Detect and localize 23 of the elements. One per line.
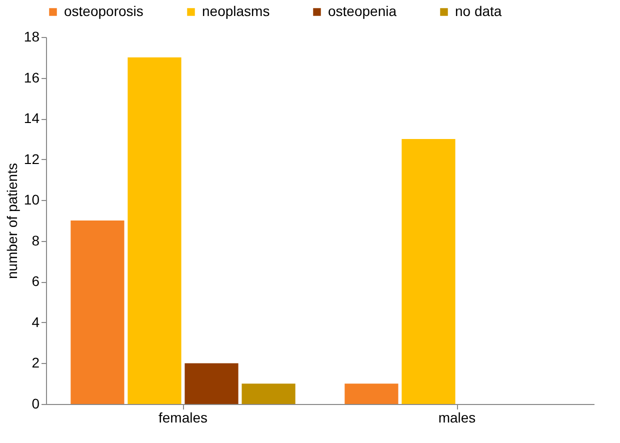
legend-label: osteopenia bbox=[328, 3, 397, 19]
y-tick-label: 2 bbox=[32, 354, 40, 371]
bar bbox=[184, 363, 238, 404]
y-tick-label: 8 bbox=[32, 232, 40, 248]
y-tick-label: 10 bbox=[24, 192, 40, 208]
legend-label: neoplasms bbox=[202, 3, 270, 19]
x-tick-label: males bbox=[438, 410, 476, 426]
bar bbox=[70, 220, 124, 404]
y-tick-label: 12 bbox=[24, 150, 40, 167]
y-tick-label: 0 bbox=[32, 396, 40, 412]
y-tick-label: 16 bbox=[24, 69, 40, 86]
legend-label: osteoporosis bbox=[64, 3, 144, 19]
bar bbox=[402, 138, 456, 404]
x-tick-label: females bbox=[158, 410, 208, 426]
bar bbox=[242, 384, 296, 404]
y-tick-label: 6 bbox=[32, 273, 40, 290]
y-tick-label: 14 bbox=[24, 110, 40, 126]
legend-label: no data bbox=[455, 3, 502, 19]
y-tick-label: 18 bbox=[24, 28, 40, 44]
y-axis-title: number of patients bbox=[4, 163, 20, 279]
bar bbox=[344, 384, 398, 404]
y-tick-label: 4 bbox=[32, 314, 40, 330]
bar bbox=[128, 57, 182, 404]
